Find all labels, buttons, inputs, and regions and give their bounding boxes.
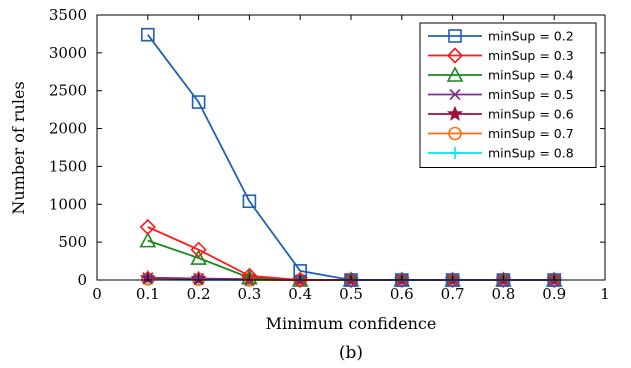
legend-entry: minSup = 0.6 — [428, 105, 574, 122]
x-tick-label: 0 — [92, 285, 102, 303]
figure-caption: (b) — [339, 343, 363, 363]
legend-entry: minSup = 0.7 — [428, 126, 574, 141]
data-point — [546, 271, 563, 289]
y-tick-label: 500 — [58, 233, 87, 251]
data-point — [139, 218, 156, 236]
x-axis-label: Minimum confidence — [266, 314, 437, 333]
x-tick-label: 0.2 — [187, 285, 211, 303]
y-tick-label: 1500 — [49, 157, 87, 175]
x-tick-label: 0.8 — [491, 285, 515, 303]
y-tick-label: 0 — [77, 271, 87, 289]
data-point — [242, 194, 257, 209]
y-tick-label: 3500 — [49, 6, 87, 24]
x-tick-label: 0.5 — [339, 285, 363, 303]
y-tick-label: 1000 — [49, 195, 87, 213]
legend-label: minSup = 0.5 — [488, 87, 574, 102]
data-point — [190, 241, 207, 258]
x-tick-label: 0.9 — [542, 285, 566, 303]
x-tick-label: 0.6 — [390, 285, 414, 303]
legend-entry: minSup = 0.8 — [428, 146, 574, 161]
legend-label: minSup = 0.8 — [488, 146, 574, 161]
data-point — [444, 271, 461, 289]
y-tick-label: 2500 — [49, 82, 87, 100]
legend-marker — [448, 126, 462, 141]
y-axis-label: Number of rules — [9, 81, 28, 214]
legend-label: minSup = 0.4 — [488, 68, 574, 83]
data-point — [139, 231, 157, 248]
x-tick-label: 0.4 — [288, 285, 312, 303]
legend-entry: minSup = 0.4 — [428, 66, 574, 83]
data-point — [342, 271, 360, 289]
legend-label: minSup = 0.6 — [488, 107, 574, 122]
legend-marker — [449, 88, 461, 101]
legend-entry: minSup = 0.3 — [428, 47, 574, 64]
legend-entry: minSup = 0.2 — [428, 29, 574, 44]
y-tick-label: 2000 — [49, 120, 87, 138]
legend-label: minSup = 0.3 — [488, 48, 574, 63]
data-point — [191, 95, 206, 109]
data-point — [393, 271, 410, 289]
legend-marker — [449, 147, 461, 159]
legend-label: minSup = 0.2 — [488, 29, 574, 44]
legend-entry: minSup = 0.5 — [428, 87, 574, 102]
x-tick-label: 0.1 — [136, 285, 160, 303]
legend-marker — [446, 105, 464, 121]
y-tick-label: 3000 — [49, 44, 87, 62]
legend: minSup = 0.2 minSup = 0.3 minSup = 0.4 minS… — [419, 22, 597, 168]
legend-marker — [448, 29, 462, 43]
legend-label: minSup = 0.7 — [488, 126, 574, 141]
legend-marker — [446, 66, 464, 82]
data-point — [241, 267, 258, 284]
x-tick-label: 0.7 — [441, 285, 465, 303]
data-point — [190, 249, 207, 265]
x-tick-label: 0.3 — [237, 285, 261, 303]
data-point — [495, 271, 512, 289]
x-tick-label: 1 — [600, 285, 610, 303]
axes: 0 0.1 0.2 0.3 0.4 0.5 0.6 0.7 0.8 0.9 1 0 500 1000 150… — [49, 6, 610, 303]
data-point — [141, 27, 155, 42]
legend-marker — [446, 47, 464, 64]
